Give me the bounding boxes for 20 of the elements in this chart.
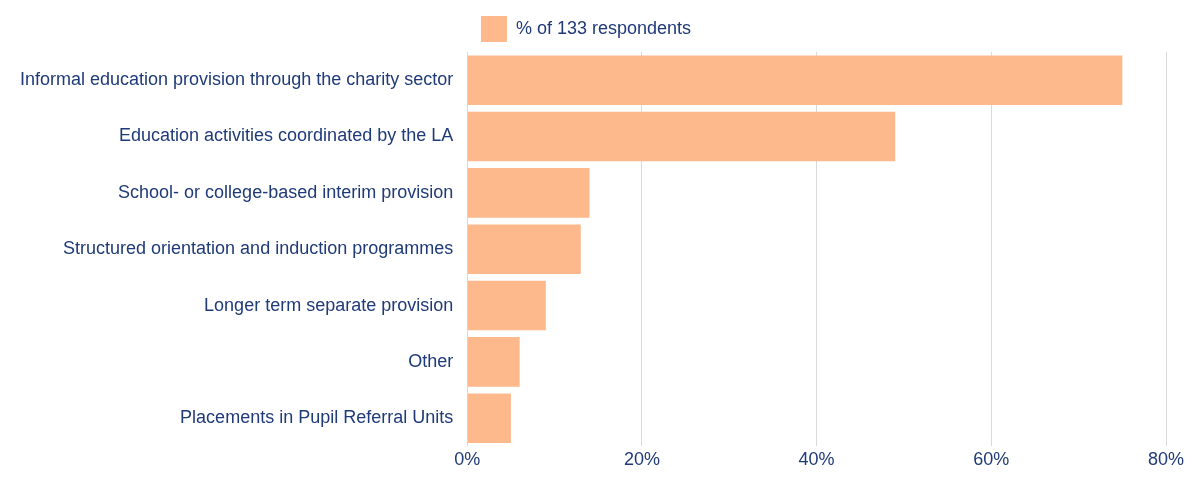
x-tick-label: 20% [623, 449, 660, 470]
bar [467, 55, 1123, 105]
legend-label: % of 133 respondents [515, 17, 692, 38]
y-tick-label: Informal education provision through the charity sector [20, 69, 454, 90]
x-tick-label: 80% [1147, 449, 1185, 470]
y-tick-label: Structured orientation and induction programmes [63, 238, 454, 259]
bar [467, 168, 590, 218]
bar [467, 224, 581, 274]
y-tick-label: School- or college-based interim provision [118, 181, 454, 202]
bar [467, 393, 511, 444]
bar [467, 280, 546, 331]
y-tick-label: Education activities coordinated by the LA [119, 125, 454, 146]
x-tick-label: 0% [454, 449, 481, 470]
x-tick-label: 60% [973, 449, 1010, 470]
x-tick-label: 40% [798, 449, 835, 470]
bar [467, 111, 896, 162]
y-tick-label: Placements in Pupil Referral Units [180, 407, 454, 428]
bar [467, 337, 520, 387]
y-tick-label: Longer term separate provision [204, 294, 454, 315]
y-tick-label: Other [408, 350, 454, 371]
